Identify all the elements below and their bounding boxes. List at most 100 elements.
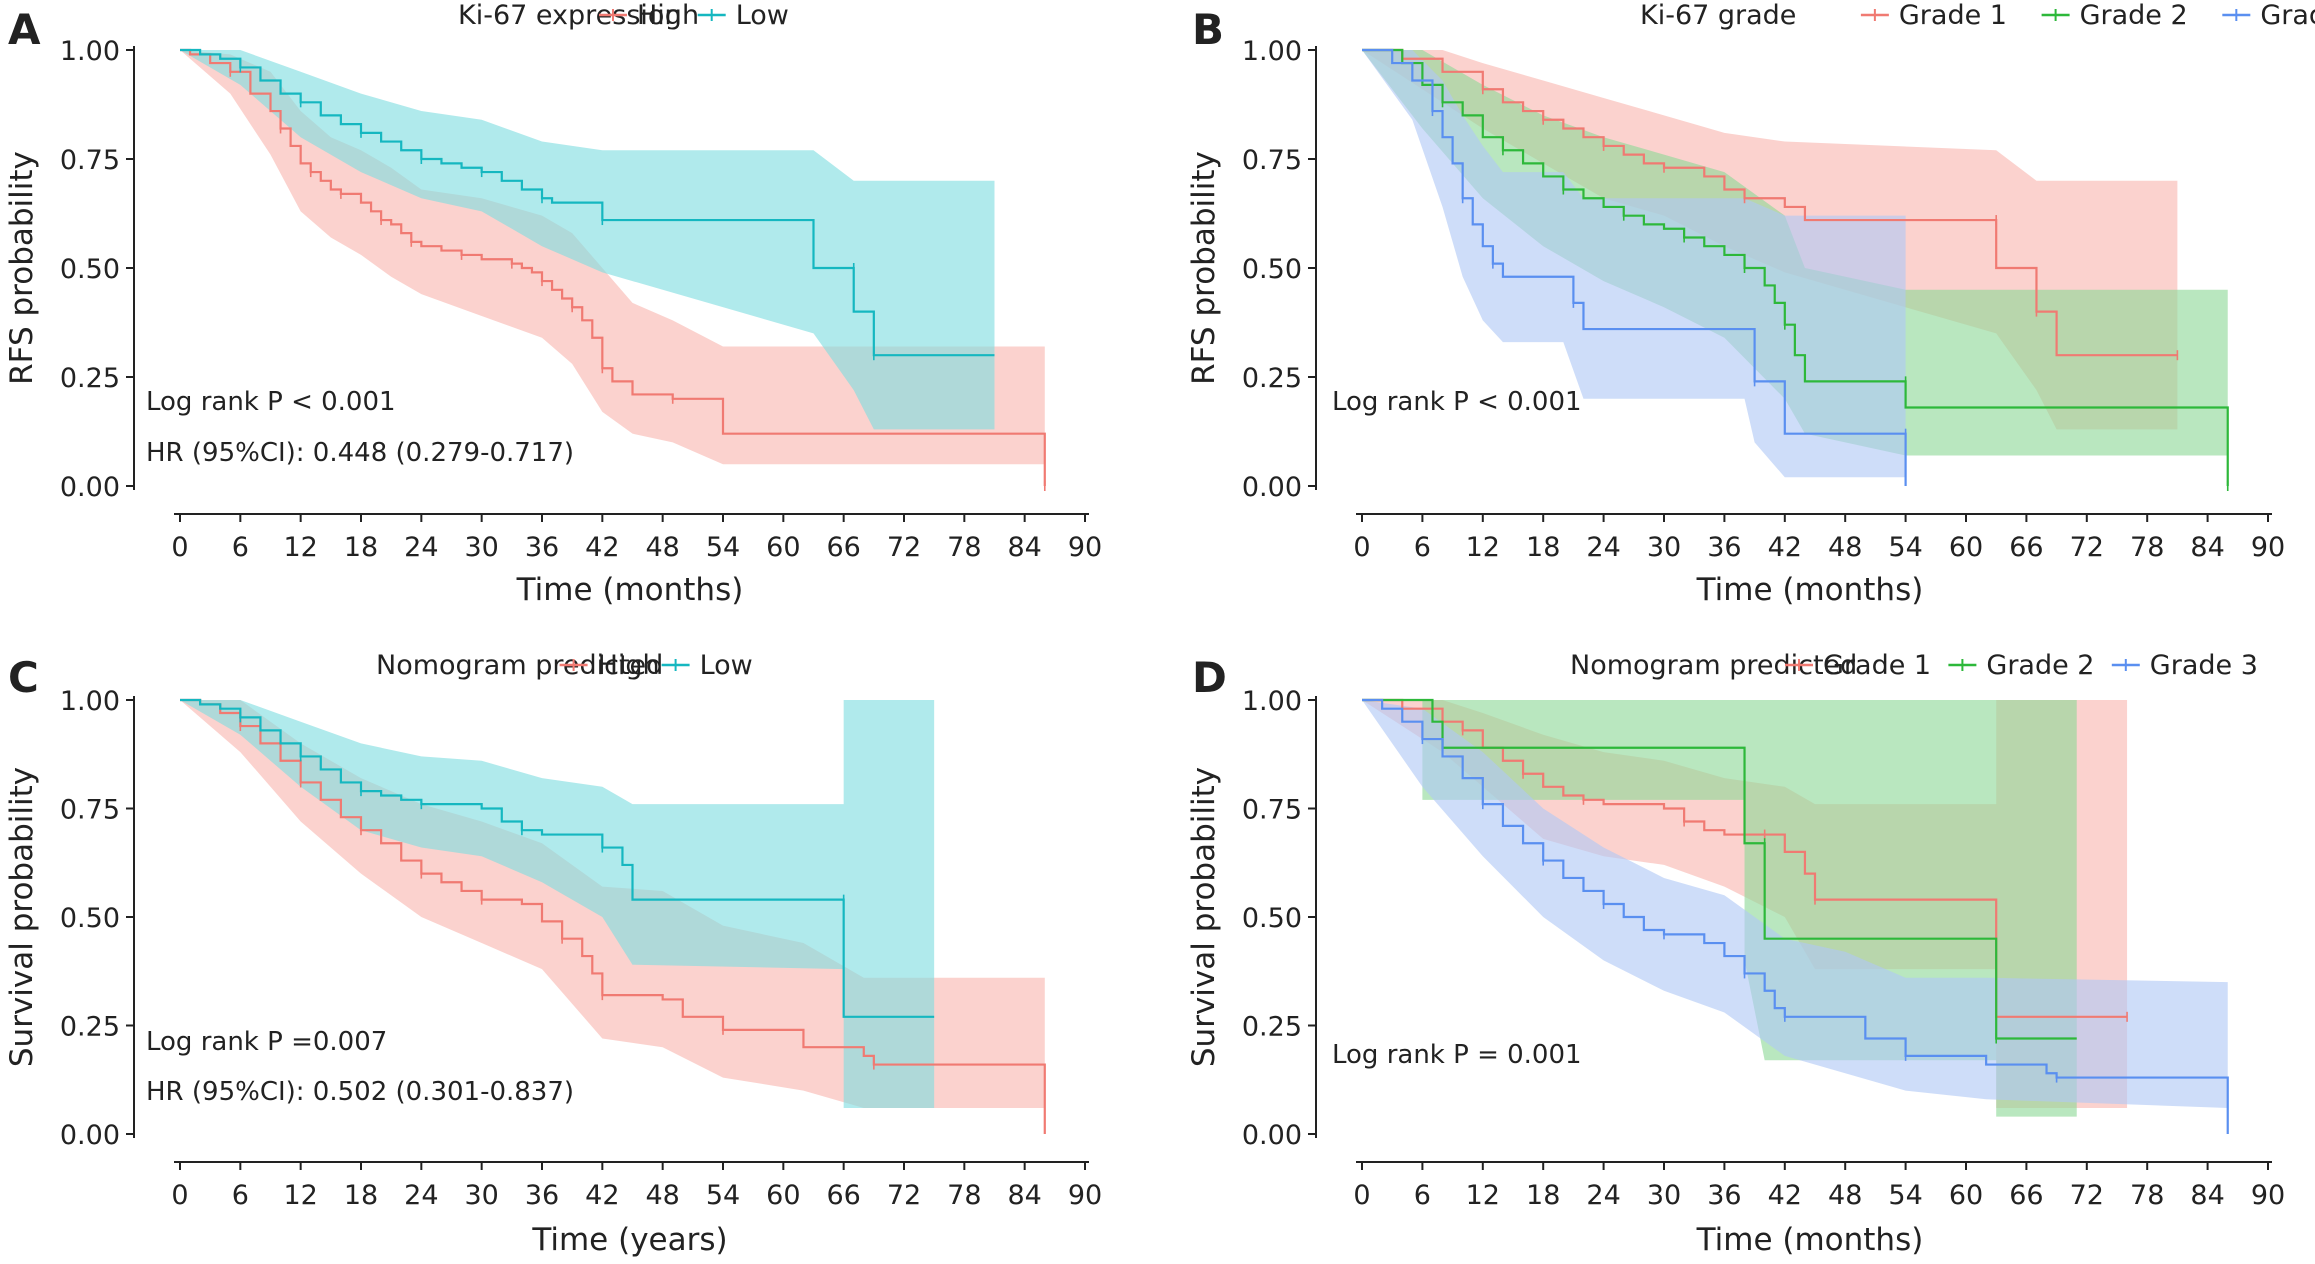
stat-annotation: HR (95%CI): 0.502 (0.301-0.837) [146,1077,574,1107]
x-axis-title: Time (months) [1696,572,1924,608]
x-tick-label: 72 [887,532,921,563]
x-tick-label: 30 [464,1180,498,1211]
y-tick-label: 0.00 [60,1120,120,1151]
y-axis-title: RFS probability [4,151,40,385]
x-tick-label: 66 [826,1180,860,1211]
x-tick-label: 0 [1353,532,1370,563]
y-axis-title: Survival probability [4,767,40,1067]
legend-entry: Grade 1 [1899,0,2007,31]
x-tick-label: 84 [2190,1180,2224,1211]
x-tick-label: 12 [1466,532,1500,563]
ci-band-low [180,700,935,1108]
x-tick-label: 54 [1888,1180,1922,1211]
x-tick-label: 60 [766,1180,800,1211]
panel-letter: B [1192,5,1224,54]
x-tick-label: 12 [1466,1180,1500,1211]
x-tick-label: 30 [464,532,498,563]
x-tick-label: 42 [1768,1180,1802,1211]
stat-annotation: Log rank P < 0.001 [146,387,396,417]
panel-a: 0.00 0.25 0.50 0.75 1.00 0 6 12 18 24 30 36 42 48 54 60… [4,0,1102,608]
x-tick-label: 18 [1526,1180,1560,1211]
legend-entry: Grade 2 [2080,0,2188,31]
x-tick-label: 24 [404,532,438,563]
x-tick-label: 66 [826,532,860,563]
x-tick-label: 60 [1949,532,1983,563]
x-tick-label: 66 [2009,1180,2043,1211]
x-tick-label: 12 [283,1180,317,1211]
panel-d: 0.00 0.25 0.50 0.75 1.00 0 6 12 18 24 30 36 42 48 54 60… [1186,650,2285,1258]
x-tick-label: 66 [2009,532,2043,563]
x-tick-label: 72 [887,1180,921,1211]
x-tick-label: 78 [947,1180,981,1211]
x-tick-label: 24 [1586,532,1620,563]
x-tick-label: 36 [1707,532,1741,563]
stat-annotation: Log rank P = 0.001 [1332,1040,1582,1070]
x-tick-label: 18 [344,1180,378,1211]
y-axis-title: Survival probability [1186,767,1222,1067]
x-tick-label: 6 [232,532,249,563]
y-tick-label: 0.75 [60,795,120,826]
x-tick-label: 18 [1526,532,1560,563]
x-axis-title: Time (months) [516,572,744,608]
x-tick-label: 78 [2130,532,2164,563]
legend-title: Nomogram predicted [376,650,663,681]
panel-letter: A [8,5,41,54]
y-tick-label: 0.25 [60,1012,120,1043]
legend-entry: Grade 1 [1823,650,1931,681]
x-tick-label: 6 [1414,532,1431,563]
x-tick-label: 78 [947,532,981,563]
x-tick-label: 48 [645,532,679,563]
ci-band-high [180,50,1045,465]
panel-letter: D [1192,653,1227,702]
x-tick-label: 90 [2251,1180,2285,1211]
x-tick-label: 42 [585,532,619,563]
legend-title: Nomogram predicted [1570,650,1857,681]
stat-annotation: Log rank P < 0.001 [1332,387,1582,417]
ci-band-grade-1 [1362,700,2128,1108]
y-tick-label: 0.50 [1242,903,1302,934]
x-tick-label: 54 [706,532,740,563]
y-tick-label: 0.50 [60,254,120,285]
x-tick-label: 12 [283,532,317,563]
km-curve-grade-2 [1362,48,2229,486]
legend-entry: Low [700,650,753,681]
panel-letter: C [8,653,39,702]
x-tick-label: 48 [645,1180,679,1211]
y-tick-label: 1.00 [1242,36,1302,67]
km-curve-high [180,48,1046,486]
legend-entry: High [637,0,699,31]
km-curve-high [180,698,1046,1134]
legend-entry: Low [736,0,789,31]
y-tick-label: 1.00 [1242,686,1302,717]
y-tick-label: 0.25 [60,363,120,394]
y-tick-label: 0.75 [60,145,120,176]
ci-band-grade-3 [1362,700,2228,1108]
stat-annotation: HR (95%CI): 0.448 (0.279-0.717) [146,438,574,468]
x-tick-label: 36 [525,532,559,563]
legend-entry: Grade 3 [2260,0,2315,31]
y-tick-label: 0.75 [1242,145,1302,176]
ci-band-grade-3 [1362,50,1906,478]
x-tick-label: 48 [1828,1180,1862,1211]
x-tick-label: 54 [706,1180,740,1211]
x-tick-label: 42 [1768,532,1802,563]
x-tick-label: 90 [2251,532,2285,563]
y-tick-label: 0.50 [1242,254,1302,285]
y-tick-label: 0.25 [1242,1012,1302,1043]
y-tick-label: 0.00 [1242,472,1302,503]
x-tick-label: 48 [1828,532,1862,563]
x-tick-label: 30 [1647,532,1681,563]
y-tick-label: 0.25 [1242,363,1302,394]
km-curve-grade-1 [1362,698,2128,1018]
x-tick-label: 78 [2130,1180,2164,1211]
panel-b: 0.00 0.25 0.50 0.75 1.00 0 6 12 18 24 30 36 42 48 54 60… [1186,0,2315,608]
x-tick-label: 0 [171,532,188,563]
x-tick-label: 6 [1414,1180,1431,1211]
x-tick-label: 60 [1949,1180,1983,1211]
km-curve-grade-3 [1362,48,1907,486]
x-tick-label: 24 [404,1180,438,1211]
km-curve-grade-3 [1362,698,2229,1134]
x-tick-label: 54 [1888,532,1922,563]
x-axis-title: Time (years) [531,1222,727,1258]
